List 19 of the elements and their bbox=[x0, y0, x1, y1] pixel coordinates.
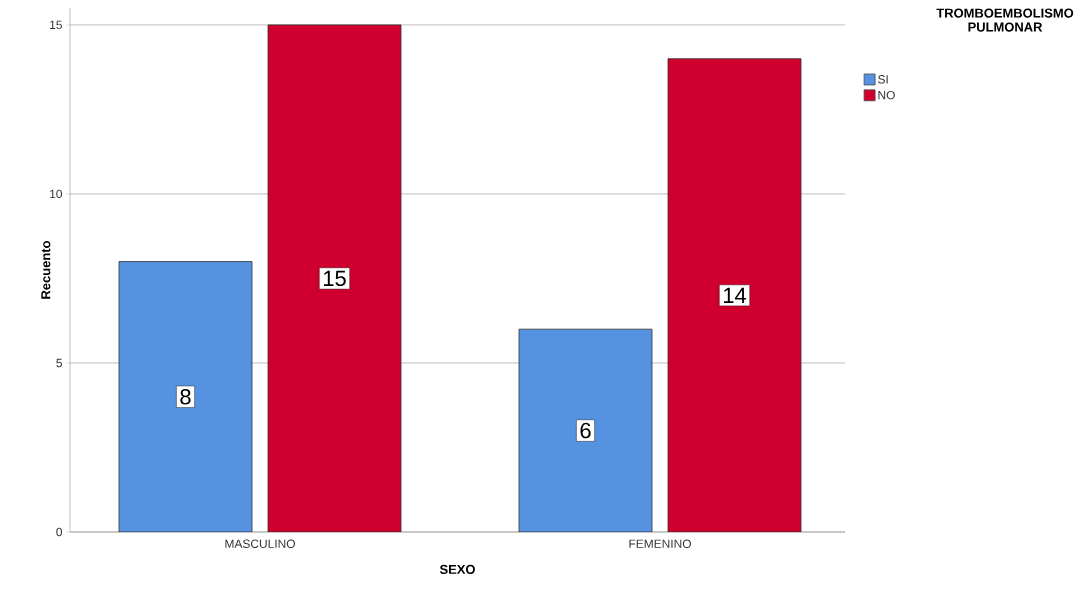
y-tick-label: 10 bbox=[50, 189, 63, 199]
y-tick-label: 0 bbox=[56, 527, 63, 537]
legend-title: TROMBOEMBOLISMO PULMONAR bbox=[936, 8, 1074, 32]
bar bbox=[667, 58, 802, 532]
data-label: 8 bbox=[180, 389, 191, 405]
bar bbox=[118, 261, 253, 532]
x-tick-label: MASCULINO bbox=[225, 539, 295, 548]
legend-label: NO bbox=[878, 90, 895, 100]
bar bbox=[518, 328, 653, 532]
legend-label: SI bbox=[878, 75, 888, 84]
bar bbox=[267, 24, 402, 532]
data-label: 6 bbox=[580, 422, 591, 439]
x-axis-title: SEXO bbox=[439, 564, 475, 574]
data-label: 14 bbox=[723, 287, 747, 303]
x-tick-label: FEMENINO bbox=[629, 539, 691, 548]
y-tick-label: 15 bbox=[50, 20, 62, 30]
y-tick-label: 5 bbox=[56, 358, 62, 368]
data-label: 15 bbox=[323, 270, 346, 287]
y-axis-title: Recuento bbox=[41, 241, 51, 299]
